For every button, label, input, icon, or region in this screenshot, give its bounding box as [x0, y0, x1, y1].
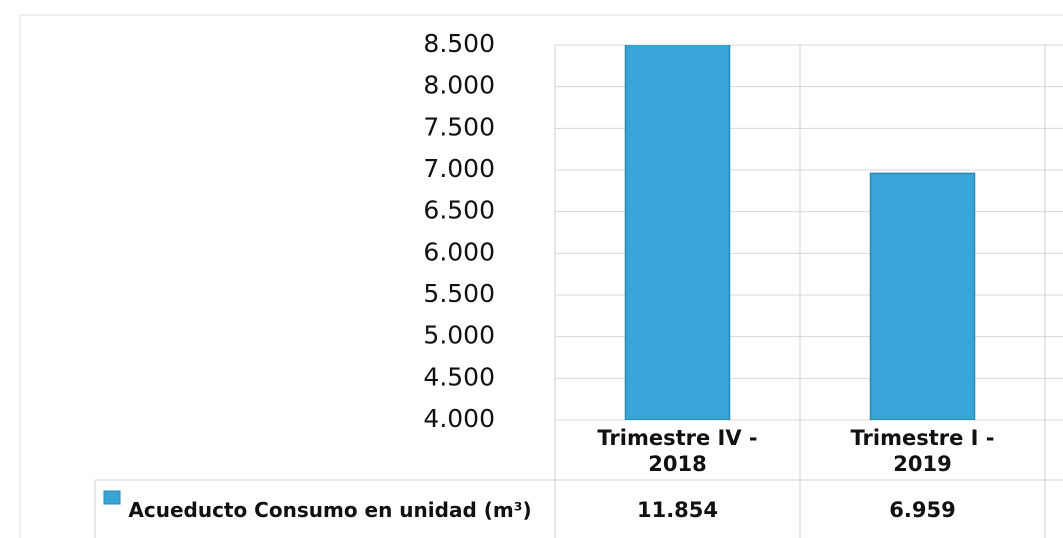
bar — [624, 45, 731, 420]
legend-label: Acueducto Consumo en unidad (m³) — [128, 497, 532, 522]
y-tick-label: 5.000 — [423, 321, 495, 350]
x-tick-label: Trimestre IV - 2018 — [597, 425, 758, 476]
y-tick-label: 8.000 — [423, 71, 495, 100]
y-tick-label: 7.500 — [423, 112, 495, 141]
y-tick-label: 4.000 — [423, 404, 495, 433]
bars — [624, 45, 976, 420]
legend-swatch — [103, 490, 121, 505]
y-tick-label: 8.500 — [423, 29, 495, 58]
bar — [869, 172, 976, 420]
x-tick-label: Trimestre I - 2019 — [850, 425, 995, 476]
data-table-value: 11.854 — [636, 497, 719, 522]
y-tick-label: 5.500 — [423, 279, 495, 308]
data-table-value: 6.959 — [889, 497, 956, 522]
y-tick-label: 7.000 — [423, 154, 495, 183]
y-tick-label: 6.500 — [423, 196, 495, 225]
y-tick-label: 6.000 — [423, 237, 495, 266]
y-tick-label: 4.500 — [423, 362, 495, 391]
